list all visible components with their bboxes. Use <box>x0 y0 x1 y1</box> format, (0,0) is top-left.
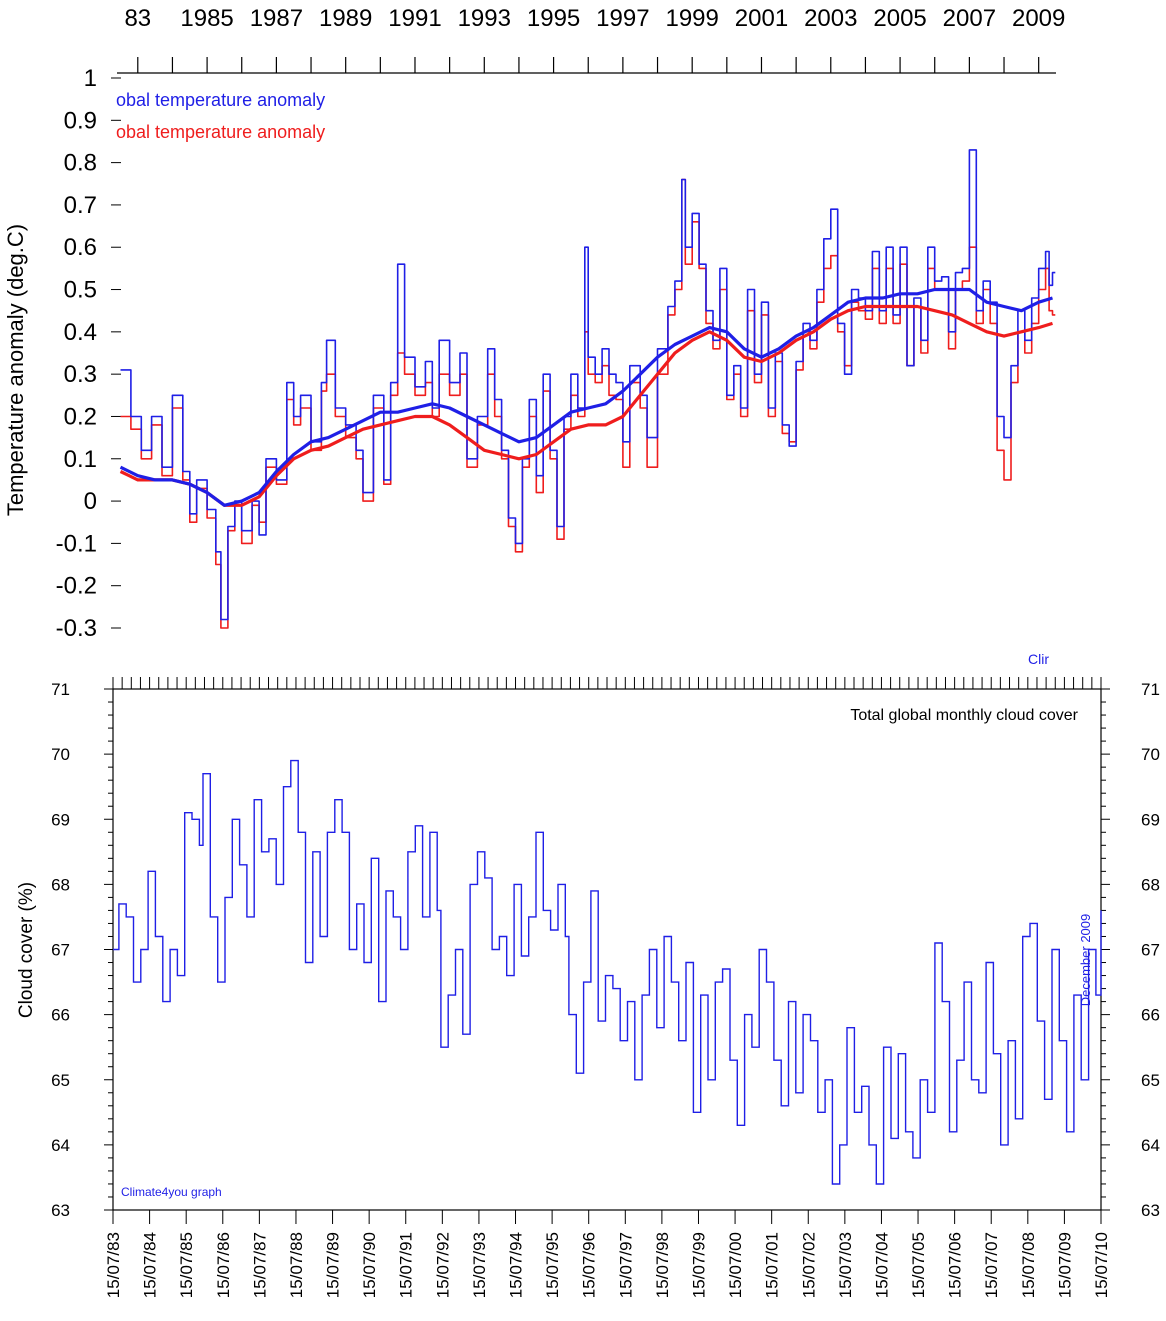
lower-y-tick-label-right: 63 <box>1141 1201 1160 1220</box>
lower-y-tick-label-left: 64 <box>51 1136 70 1155</box>
lower-y-tick-label-right: 66 <box>1141 1006 1160 1025</box>
lower-y-tick-label-right: 68 <box>1141 875 1160 894</box>
lower-y-tick-label-left: 67 <box>51 941 70 960</box>
lower-x-tick-label: 15/07/96 <box>580 1232 599 1298</box>
upper-x-tick-label: 1985 <box>180 5 233 32</box>
lower-y-tick-label-left: 63 <box>51 1201 70 1220</box>
upper-x-tick-label: 1993 <box>458 5 511 32</box>
temperature-anomaly-chart: 83 1985 1987 1989 1991 1993 1995 1997 1999 2001 20… <box>3 5 1065 642</box>
lower-x-tick-label: 15/07/00 <box>726 1232 745 1298</box>
upper-x-tick-label: 83 <box>124 5 151 32</box>
lower-y-tick-label-right: 65 <box>1141 1071 1160 1090</box>
upper-y-tick-label: -0.1 <box>56 530 97 557</box>
legend-entry-red: obal temperature anomaly <box>116 122 325 142</box>
lower-x-tick-label: 15/07/87 <box>250 1232 269 1298</box>
upper-y-tick-label: 0.1 <box>64 446 97 473</box>
lower-y-tick-label-left: 68 <box>51 875 70 894</box>
upper-x-tick-label: 2005 <box>873 5 926 32</box>
lower-x-tick-label: 15/07/90 <box>360 1232 379 1298</box>
cloud-cover-y-axis-label: Cloud cover (%) <box>16 882 37 1018</box>
lower-y-tick-label-left: 66 <box>51 1006 70 1025</box>
upper-y-tick-label: 0.4 <box>64 319 97 346</box>
lower-y-tick-label-right: 67 <box>1141 941 1160 960</box>
clipped-top-right-text: Clir <box>1028 651 1049 667</box>
lower-y-tick-label-right: 69 <box>1141 810 1160 829</box>
upper-x-tick-label: 2009 <box>1012 5 1065 32</box>
lower-x-tick-label: 15/07/01 <box>763 1232 782 1298</box>
lower-x-tick-label: 15/07/83 <box>104 1232 123 1298</box>
lower-x-tick-label: 15/07/03 <box>836 1232 855 1298</box>
upper-x-tick-label: 1987 <box>250 5 303 32</box>
temperature-running-mean-line <box>119 287 1053 507</box>
lower-x-tick-label: 15/07/92 <box>433 1232 452 1298</box>
lower-x-tick-label: 15/07/08 <box>1019 1232 1038 1298</box>
lower-x-tick-label: 15/07/94 <box>507 1232 526 1298</box>
december-2009-annotation: December 2009 <box>1078 914 1093 1007</box>
upper-x-tick-label: 2003 <box>804 5 857 32</box>
lower-y-tick-label-left: 71 <box>51 680 70 699</box>
cloud-cover-chart: 15/07/83 15/07/84 15/07/85 15/07/86 15/07/87… <box>16 651 1160 1298</box>
upper-y-tick-label: 0.8 <box>64 150 97 177</box>
temperature-legend: obal temperature anomaly obal temperatur… <box>116 90 325 142</box>
lower-x-tick-label: 15/07/99 <box>690 1232 709 1298</box>
lower-y-tick-label-left: 69 <box>51 810 70 829</box>
lower-x-tick-label: 15/07/93 <box>470 1232 489 1298</box>
climate4you-credit: Climate4you graph <box>121 1185 222 1199</box>
lower-x-tick-label: 15/07/95 <box>543 1232 562 1298</box>
upper-y-tick-label: 1 <box>84 65 97 92</box>
upper-x-tick-label: 1999 <box>665 5 718 32</box>
lower-x-tick-label: 15/07/85 <box>177 1232 196 1298</box>
upper-x-tick-label: 2001 <box>735 5 788 32</box>
lower-x-tick-label: 15/07/06 <box>946 1232 965 1298</box>
lower-y-tick-label-right: 71 <box>1141 680 1160 699</box>
upper-x-tick-label: 2007 <box>943 5 996 32</box>
cloud-cover-series-group <box>113 759 1102 1185</box>
lower-y-tick-label-right: 64 <box>1141 1136 1160 1155</box>
lower-x-tick-label: 15/07/91 <box>397 1232 416 1298</box>
upper-x-tick-label: 1989 <box>319 5 372 32</box>
lower-y-axis: 63 63 64 64 65 65 66 66 67 67 68 68 69 69 70 70 71 71 <box>51 680 1160 1220</box>
upper-y-tick-label: 0.5 <box>64 277 97 304</box>
upper-x-tick-label: 1991 <box>388 5 441 32</box>
upper-x-tick-label: 1997 <box>596 5 649 32</box>
upper-x-axis: 83 1985 1987 1989 1991 1993 1995 1997 1999 2001 20… <box>117 5 1065 74</box>
lower-y-tick-label-left: 65 <box>51 1071 70 1090</box>
upper-y-tick-label: -0.3 <box>56 615 97 642</box>
upper-y-tick-label: 0.6 <box>64 234 97 261</box>
lower-x-tick-label: 15/07/04 <box>872 1232 891 1298</box>
lower-x-tick-label: 15/07/10 <box>1092 1232 1111 1298</box>
lower-x-tick-label: 15/07/86 <box>214 1232 233 1298</box>
upper-x-tick-label: 1995 <box>527 5 580 32</box>
upper-y-tick-label: -0.2 <box>56 573 97 600</box>
cloud-cover-title: Total global monthly cloud cover <box>850 707 1078 724</box>
lower-x-tick-label: 15/07/07 <box>982 1232 1001 1298</box>
lower-x-tick-label: 15/07/98 <box>653 1232 672 1298</box>
lower-x-tick-label: 15/07/97 <box>616 1232 635 1298</box>
lower-x-tick-label: 15/07/09 <box>1055 1232 1074 1298</box>
lower-x-axis: 15/07/83 15/07/84 15/07/85 15/07/86 15/07/87… <box>104 677 1111 1298</box>
temperature-y-axis-label: Temperature anomaly (deg.C) <box>3 224 28 516</box>
upper-y-tick-label: 0.3 <box>64 361 97 388</box>
upper-y-tick-label: 0.2 <box>64 403 97 430</box>
lower-x-tick-label: 15/07/05 <box>909 1232 928 1298</box>
temperature-series-group <box>119 149 1056 629</box>
upper-y-axis: -0.3 -0.2 -0.1 0 0.1 0.2 0.3 0.4 0.5 0.6 0.7 0.8 0.9… <box>56 65 121 642</box>
upper-y-tick-label: 0.9 <box>64 107 97 134</box>
lower-y-tick-label-right: 70 <box>1141 745 1160 764</box>
lower-x-tick-label: 15/07/88 <box>287 1232 306 1298</box>
lower-y-tick-label-left: 70 <box>51 745 70 764</box>
lower-x-tick-label: 15/07/84 <box>141 1232 160 1298</box>
temperature-running-mean-line <box>119 304 1053 507</box>
temperature-monthly-line <box>120 149 1056 621</box>
lower-x-tick-label: 15/07/89 <box>324 1232 343 1298</box>
lower-x-tick-label: 15/07/02 <box>799 1232 818 1298</box>
upper-y-tick-label: 0 <box>84 488 97 515</box>
legend-entry-blue: obal temperature anomaly <box>116 90 325 110</box>
cloud-cover-line <box>113 759 1102 1185</box>
upper-y-tick-label: 0.7 <box>64 192 97 219</box>
